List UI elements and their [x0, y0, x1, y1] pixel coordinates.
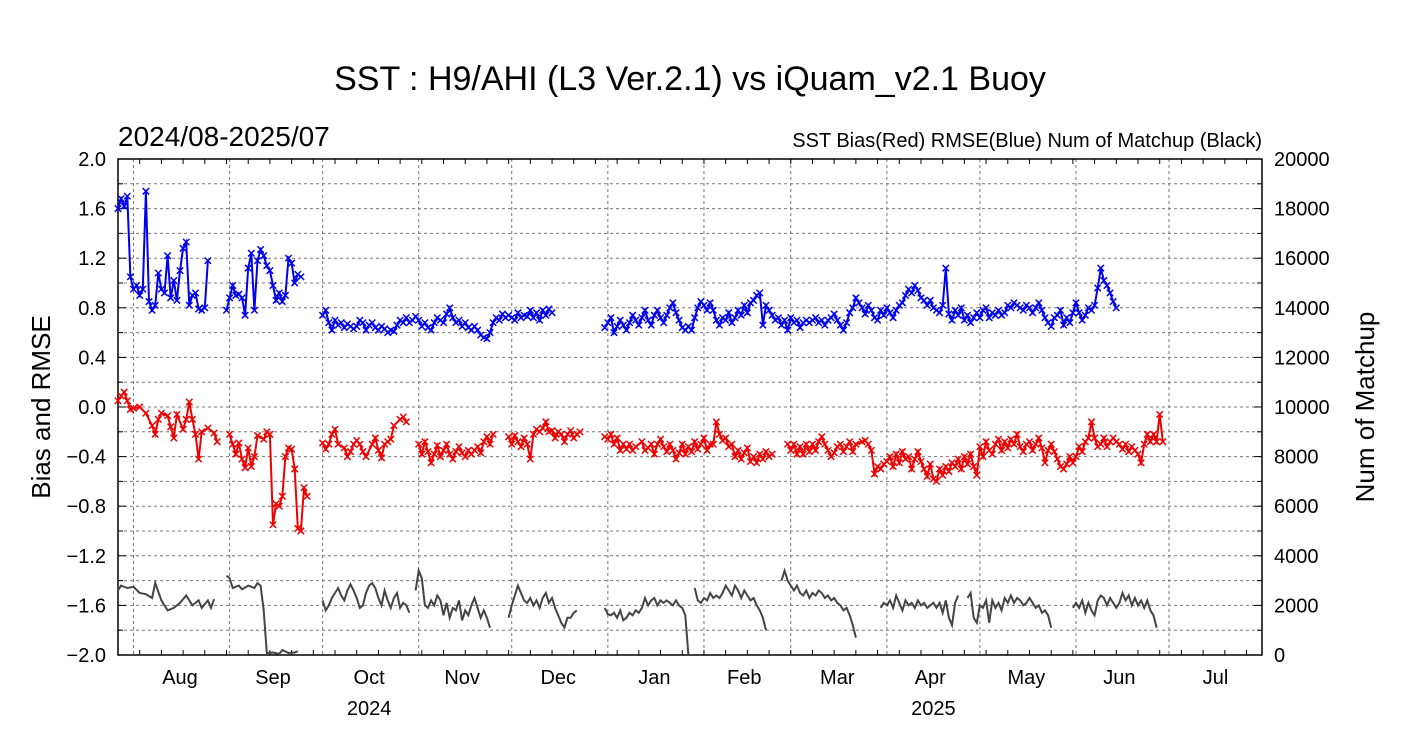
y-tick-label-left: 0.0 — [78, 397, 106, 419]
series-line — [225, 574, 299, 656]
x-tick-label: May — [1007, 667, 1045, 689]
series-line — [117, 390, 219, 460]
y-tick-label-right: 16000 — [1274, 248, 1330, 270]
x-tick-label: Aug — [162, 667, 198, 689]
data-point — [204, 256, 212, 265]
series-line — [417, 434, 495, 467]
y-tick-label-left: −2.0 — [67, 645, 106, 667]
series-line — [603, 595, 690, 656]
y-tick-label-left: −1.2 — [67, 546, 106, 568]
x-tick-label: Jun — [1103, 667, 1135, 689]
data-point — [213, 437, 221, 446]
series-line — [1072, 590, 1158, 628]
y-axis-left-label: Bias and RMSE — [26, 315, 56, 499]
chart-period: 2024/08-2025/07 — [118, 121, 330, 152]
series-line — [117, 191, 209, 313]
series-line — [786, 414, 1164, 484]
series-num-of-matchup — [117, 567, 1158, 656]
series-line — [966, 590, 1053, 628]
series-line — [507, 419, 581, 460]
y-tick-label-left: −0.8 — [67, 496, 106, 518]
series-line — [693, 583, 767, 631]
x-tick-label: Sep — [255, 667, 291, 689]
series-rmse — [114, 187, 1121, 343]
series-line — [414, 567, 491, 628]
chart-legend: SST Bias(Red) RMSE(Blue) Num of Matchup … — [792, 130, 1262, 152]
y-tick-label-right: 2000 — [1274, 595, 1319, 617]
x-tick-label: Apr — [915, 667, 946, 689]
y-tick-label-left: 1.2 — [78, 248, 106, 270]
x-year-label: 2024 — [347, 698, 392, 720]
series-line — [225, 246, 302, 316]
y-tick-label-right: 4000 — [1274, 546, 1319, 568]
x-tick-label: Nov — [444, 667, 480, 689]
x-tick-label: Jul — [1203, 667, 1229, 689]
x-tick-label: Mar — [820, 667, 855, 689]
y-tick-label-right: 18000 — [1274, 199, 1330, 221]
y-tick-label-right: 0 — [1274, 645, 1285, 667]
y-tick-label-left: −1.6 — [67, 595, 106, 617]
series-line — [780, 567, 857, 638]
y-tick-label-left: 1.6 — [78, 199, 106, 221]
data-point — [225, 430, 234, 439]
y-tick-label-right: 20000 — [1274, 149, 1330, 171]
y-tick-label-left: 0.4 — [78, 347, 106, 369]
grid-lines — [118, 159, 1262, 655]
y-tick-label-right: 14000 — [1274, 298, 1330, 320]
x-tick-label: Oct — [354, 667, 386, 689]
chart-title: SST : H9/AHI (L3 Ver.2.1) vs iQuam_v2.1 … — [334, 60, 1046, 98]
x-year-label: 2025 — [911, 698, 956, 720]
data-point — [504, 433, 513, 441]
x-tick-label: Feb — [727, 667, 761, 689]
y-tick-label-right: 12000 — [1274, 347, 1330, 369]
series-line — [604, 421, 773, 466]
y-tick-label-left: −0.4 — [67, 447, 106, 469]
y-tick-label-right: 10000 — [1274, 397, 1330, 419]
series-line — [228, 430, 309, 533]
x-tick-label: Jan — [638, 667, 670, 689]
series-line — [879, 592, 960, 629]
series-line — [507, 582, 578, 631]
series-line — [603, 267, 1118, 336]
y-tick-label-left: 0.8 — [78, 298, 106, 320]
data-point — [1159, 437, 1167, 446]
series-sst-bias — [114, 388, 1167, 535]
axes: 2.0 1.6 1.2 0.8 0.4 0.0 −0.4 −0.8 −1.2 −1.6 −2.0 20… — [67, 149, 1330, 720]
y-tick-label-left: 2.0 — [78, 149, 106, 171]
y-tick-label-right: 8000 — [1274, 447, 1319, 469]
series-line — [321, 581, 411, 614]
series-line — [117, 579, 216, 612]
series-layer — [114, 187, 1167, 656]
series-line — [321, 415, 408, 462]
y-tick-label-right: 6000 — [1274, 496, 1319, 518]
data-point — [489, 430, 497, 439]
series-line — [321, 305, 553, 341]
y-axis-right-label: Num of Matchup — [1350, 312, 1380, 503]
x-tick-label: Dec — [540, 667, 576, 689]
